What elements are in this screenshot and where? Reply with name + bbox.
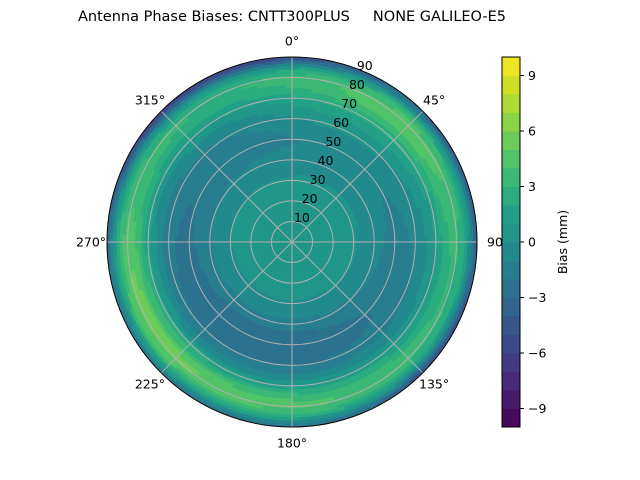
azimuth-tick-labels: 0° 45° 90 135° 180° 225° 270° 315° [76, 34, 503, 451]
zenith-tick-labels: 10 20 30 40 50 60 70 80 90 [294, 58, 373, 225]
colorbar-level [502, 223, 520, 243]
zenith-label: 40 [318, 153, 334, 168]
colorbar-level [502, 149, 520, 169]
azimuth-label: 45° [423, 92, 445, 107]
colorbar-tick-label: 0 [528, 235, 536, 250]
zenith-label: 30 [310, 172, 326, 187]
colorbar-level [502, 242, 520, 261]
colorbar-tick-label: 9 [528, 68, 536, 83]
zenith-label: 50 [325, 134, 341, 149]
colorbar-level [502, 168, 520, 187]
polar-contour-field [107, 57, 477, 427]
colorbar-level [502, 353, 520, 372]
colorbar-level [502, 75, 520, 95]
polar-grid [106, 56, 478, 428]
zenith-label: 20 [302, 191, 318, 206]
colorbar-level [502, 371, 520, 391]
colorbar-level [502, 57, 520, 76]
zenith-label: 90 [357, 58, 373, 73]
colorbar-level [502, 186, 520, 206]
azimuth-label: 90 [487, 235, 503, 250]
azimuth-label: 225° [135, 377, 165, 392]
colorbar-tick-label: 6 [528, 124, 536, 139]
colorbar-tick-label: −6 [528, 346, 546, 361]
azimuth-grid-line [291, 110, 424, 243]
azimuth-label: 135° [419, 377, 449, 392]
colorbar-level [502, 205, 520, 224]
colorbar-level [502, 94, 520, 113]
chart-title: Antenna Phase Biases: CNTT300PLUS NONE G… [77, 9, 506, 25]
colorbar-tick-label: 3 [528, 179, 536, 194]
colorbar-level [502, 260, 520, 280]
colorbar-label: Bias (mm) [555, 210, 570, 274]
colorbar-level [502, 334, 520, 354]
azimuth-label: 180° [277, 436, 307, 451]
zenith-label: 70 [341, 96, 357, 111]
zenith-label: 10 [294, 210, 310, 225]
azimuth-label: 315° [135, 92, 165, 107]
colorbar-level [502, 131, 520, 150]
zenith-label: 80 [349, 77, 365, 92]
azimuth-grid-line [160, 110, 293, 243]
colorbar-ticks: 9 6 3 0 −3 −6 −9 [520, 68, 546, 416]
colorbar-tick-label: −3 [528, 290, 546, 305]
colorbar-level [502, 316, 520, 335]
azimuth-label: 0° [285, 34, 299, 49]
colorbar-level [502, 390, 520, 409]
colorbar-level [502, 112, 520, 132]
colorbar-tick-label: −9 [528, 401, 546, 416]
azimuth-grid-line [291, 241, 424, 374]
polar-frame [106, 56, 478, 428]
zenith-label: 60 [333, 115, 349, 130]
colorbar-level [502, 279, 520, 298]
colorbar-level [502, 297, 520, 317]
colorbar-level [502, 408, 520, 428]
colorbar [502, 57, 520, 428]
azimuth-grid-line [160, 241, 293, 374]
azimuth-label: 270° [76, 235, 106, 250]
